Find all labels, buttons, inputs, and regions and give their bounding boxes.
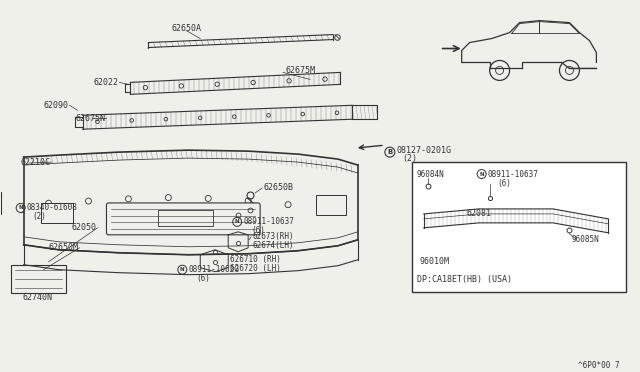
Bar [412, 162, 627, 292]
Text: 08340-61608: 08340-61608 [27, 203, 77, 212]
Text: 626720 (LH): 626720 (LH) [230, 264, 281, 273]
Text: 62674(LH): 62674(LH) [252, 241, 294, 250]
Text: 08911-1062G: 08911-1062G [188, 265, 239, 274]
Text: 626710 (RH): 626710 (RH) [230, 255, 281, 264]
Text: 62650M: 62650M [49, 243, 79, 252]
Text: 62210C: 62210C [20, 158, 51, 167]
Text: 08911-10637: 08911-10637 [488, 170, 538, 179]
Text: (6): (6) [498, 179, 511, 187]
Text: 62050: 62050 [72, 223, 97, 232]
Text: 96010M: 96010M [420, 257, 450, 266]
Text: DP:CA18ET(HB) (USA): DP:CA18ET(HB) (USA) [417, 275, 512, 284]
Text: 62090: 62090 [44, 101, 68, 110]
Text: N: N [19, 205, 23, 211]
Text: 62650A: 62650A [172, 24, 202, 33]
FancyBboxPatch shape [106, 203, 260, 235]
Text: 62022: 62022 [93, 78, 118, 87]
Text: 62740N: 62740N [22, 293, 52, 302]
Text: B: B [387, 149, 392, 155]
Text: 08911-10637: 08911-10637 [243, 217, 294, 227]
Text: 62081: 62081 [467, 209, 492, 218]
Bar [11, 265, 65, 293]
Text: 96084N: 96084N [417, 170, 445, 179]
Text: 62650B: 62650B [263, 183, 293, 192]
Text: N: N [479, 171, 484, 177]
Text: ^6P0*00 7: ^6P0*00 7 [578, 361, 620, 370]
Text: (2): (2) [33, 212, 47, 221]
Text: 62675M: 62675M [285, 66, 315, 75]
Bar [0, 192, 1, 214]
Bar [40, 203, 72, 223]
Bar [158, 210, 213, 226]
Text: 62675N: 62675N [76, 114, 106, 123]
Text: (6): (6) [196, 274, 210, 283]
Text: N: N [180, 267, 184, 272]
Text: 08127-0201G: 08127-0201G [397, 145, 452, 155]
Bar [316, 195, 346, 215]
Text: (6): (6) [251, 226, 265, 235]
Text: 62673(RH): 62673(RH) [252, 232, 294, 241]
Text: N: N [235, 219, 239, 224]
Text: (2): (2) [402, 154, 417, 163]
Text: 96085N: 96085N [572, 235, 599, 244]
